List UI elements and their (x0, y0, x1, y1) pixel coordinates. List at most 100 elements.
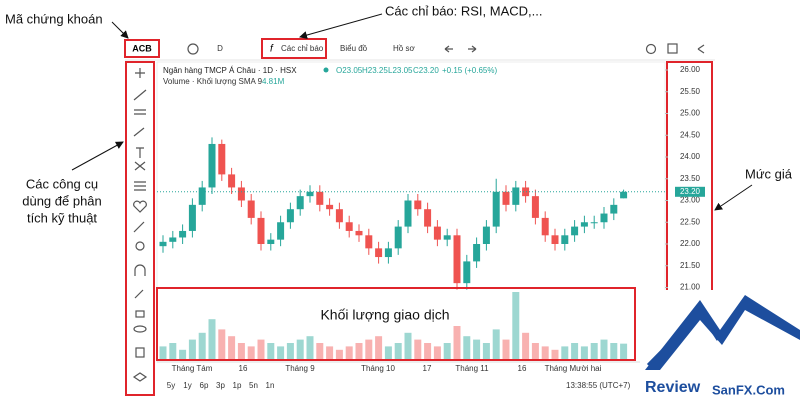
range-button[interactable]: 5y (167, 381, 175, 390)
legend-high: H23.25 (362, 66, 388, 75)
ticker-box (124, 39, 160, 58)
candle-body (169, 237, 177, 242)
candle-body (580, 222, 588, 227)
candle-body (541, 217, 549, 236)
x-tick-label: Tháng 11 (455, 364, 489, 373)
candle-body (453, 235, 461, 284)
clock: 13:38:55 (UTC+7) (566, 381, 631, 390)
candle-body (286, 209, 294, 223)
interval[interactable]: D (217, 44, 223, 53)
candle-body (561, 235, 569, 244)
undo[interactable] (444, 45, 453, 53)
candle-body (159, 241, 167, 247)
logo: Review SanFX.Com (640, 290, 800, 400)
volume-bar (600, 339, 608, 360)
fx-icon: f (270, 44, 274, 55)
candle-body (237, 187, 245, 201)
profile-button[interactable]: Hồ sơ (393, 44, 415, 53)
volume-bar (267, 343, 275, 360)
candle-body (267, 239, 275, 244)
logo-review: Review (645, 379, 701, 396)
legend-name: Ngân hàng TMCP Á Châu · 1D · HSX (163, 66, 297, 75)
range-button[interactable]: 3p (216, 381, 225, 390)
volume-bar (159, 346, 167, 360)
chart-button[interactable]: Biểu đồ (340, 44, 368, 53)
volume-bar (590, 343, 598, 360)
range-button[interactable]: 1y (183, 381, 191, 390)
candle-body (463, 261, 471, 284)
volume-bar (522, 332, 530, 360)
legend-change: +0.15 (+0.65%) (442, 66, 497, 75)
fullscreen[interactable] (667, 43, 678, 54)
tools-annotation: Các công cụ (26, 176, 98, 191)
last-price-tag (675, 186, 705, 197)
range-button[interactable]: 6p (200, 381, 209, 390)
volume-annotation: Khối lượng giao dịch (320, 307, 449, 323)
volume-bar (169, 343, 177, 360)
candle-body (335, 209, 343, 223)
y-tick-label: 26.00 (680, 65, 701, 74)
y-tick-label: 24.50 (680, 130, 701, 139)
volume-bar (620, 343, 628, 360)
volume-bar (247, 346, 255, 360)
settings[interactable] (645, 43, 657, 55)
indicators-annotation: Các chỉ báo: RSI, MACD,... (385, 3, 543, 18)
tools-annotation: dùng để phân (22, 193, 102, 208)
candle-body (394, 226, 402, 249)
legend-close: C23.20 (413, 66, 439, 75)
candle-body (404, 200, 412, 227)
candle-body (257, 217, 265, 244)
y-tick-label: 22.00 (680, 239, 701, 248)
volume-bar (414, 339, 422, 360)
range-button[interactable]: 1p (233, 381, 242, 390)
candle-body (365, 235, 373, 249)
candle-body (512, 187, 520, 205)
volume-bar (237, 343, 245, 360)
volume-bar (198, 332, 206, 360)
candle-body (218, 143, 226, 175)
price-annotation: Mức giá (745, 166, 793, 181)
add-symbol[interactable] (187, 43, 199, 55)
indicators-button[interactable]: Các chỉ báo (281, 44, 324, 53)
logo-site: SanFX.Com (712, 382, 785, 397)
volume-bar (208, 319, 216, 360)
x-tick-label: Tháng 10 (361, 364, 395, 373)
y-tick-label: 23.00 (680, 196, 701, 205)
candle-body (610, 204, 618, 214)
candle-body (345, 222, 353, 231)
candle-body (571, 226, 579, 236)
y-tick-label: 21.50 (680, 261, 701, 270)
candle-body (424, 209, 432, 227)
volume-bar (443, 343, 451, 360)
range-button[interactable]: 5n (249, 381, 258, 390)
candle-body (384, 248, 392, 258)
volume-legend-value: 4.81M (262, 77, 285, 86)
legend-low: L23.05 (388, 66, 413, 75)
candle-body (433, 226, 441, 240)
redo[interactable] (468, 45, 477, 53)
x-tick-label: 16 (518, 364, 527, 373)
volume-bar (365, 339, 373, 360)
volume-bar (482, 343, 490, 360)
volume-bar (286, 343, 294, 360)
volume-bar (433, 346, 441, 360)
candle-body (620, 191, 628, 199)
y-tick-label: 21.00 (680, 283, 701, 292)
share[interactable] (697, 44, 705, 54)
volume-bar (384, 346, 392, 360)
candle-body (277, 222, 285, 240)
volume-bar (179, 349, 187, 360)
volume-bar (375, 336, 383, 360)
ticker[interactable]: ACB (132, 43, 152, 53)
range-button[interactable]: 1n (266, 381, 275, 390)
x-tick-label: Tháng 9 (285, 364, 315, 373)
y-tick-label: 23.50 (680, 174, 701, 183)
volume-bar (453, 326, 461, 360)
volume-legend: Volume · Khối lượng SMA 9 (163, 77, 263, 86)
ticker-annotation: Mã chứng khoán (5, 11, 103, 26)
candle-body (188, 204, 196, 231)
candle-body (502, 191, 510, 205)
candle-body (600, 213, 608, 223)
candle-body (414, 200, 422, 210)
